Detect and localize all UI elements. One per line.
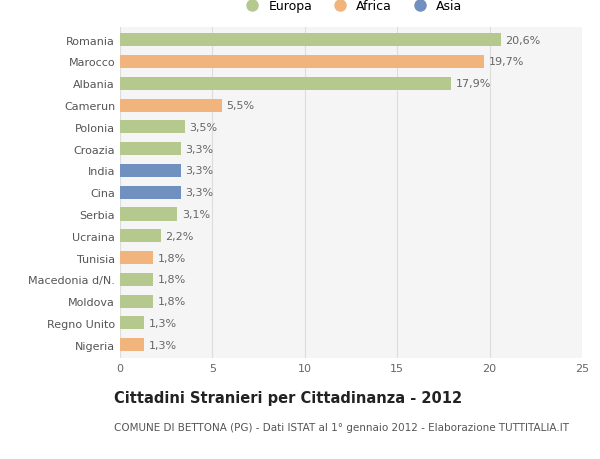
Bar <box>120 56 484 69</box>
Bar <box>120 121 185 134</box>
Text: 3,3%: 3,3% <box>185 166 214 176</box>
Text: 20,6%: 20,6% <box>505 36 541 45</box>
Bar <box>120 186 181 199</box>
Bar <box>120 273 153 286</box>
Text: 5,5%: 5,5% <box>226 101 254 111</box>
Bar <box>120 230 161 243</box>
Bar <box>120 99 221 112</box>
Bar <box>120 78 451 90</box>
Text: 1,3%: 1,3% <box>149 318 177 328</box>
Text: 17,9%: 17,9% <box>455 79 491 89</box>
Bar <box>120 338 144 352</box>
Legend: Europa, Africa, Asia: Europa, Africa, Asia <box>235 0 467 18</box>
Bar <box>120 317 144 330</box>
Bar <box>120 164 181 178</box>
Bar <box>120 34 500 47</box>
Text: COMUNE DI BETTONA (PG) - Dati ISTAT al 1° gennaio 2012 - Elaborazione TUTTITALIA: COMUNE DI BETTONA (PG) - Dati ISTAT al 1… <box>114 422 569 432</box>
Text: 3,3%: 3,3% <box>185 144 214 154</box>
Text: 1,3%: 1,3% <box>149 340 177 350</box>
Text: 1,8%: 1,8% <box>158 297 186 307</box>
Bar <box>120 295 153 308</box>
Text: 1,8%: 1,8% <box>158 275 186 285</box>
Bar <box>120 143 181 156</box>
Text: 3,5%: 3,5% <box>190 123 217 133</box>
Bar <box>120 208 177 221</box>
Text: Cittadini Stranieri per Cittadinanza - 2012: Cittadini Stranieri per Cittadinanza - 2… <box>114 390 462 405</box>
Text: 1,8%: 1,8% <box>158 253 186 263</box>
Text: 3,1%: 3,1% <box>182 209 210 219</box>
Text: 2,2%: 2,2% <box>165 231 194 241</box>
Text: 19,7%: 19,7% <box>488 57 524 67</box>
Text: 3,3%: 3,3% <box>185 188 214 198</box>
Bar <box>120 252 153 264</box>
